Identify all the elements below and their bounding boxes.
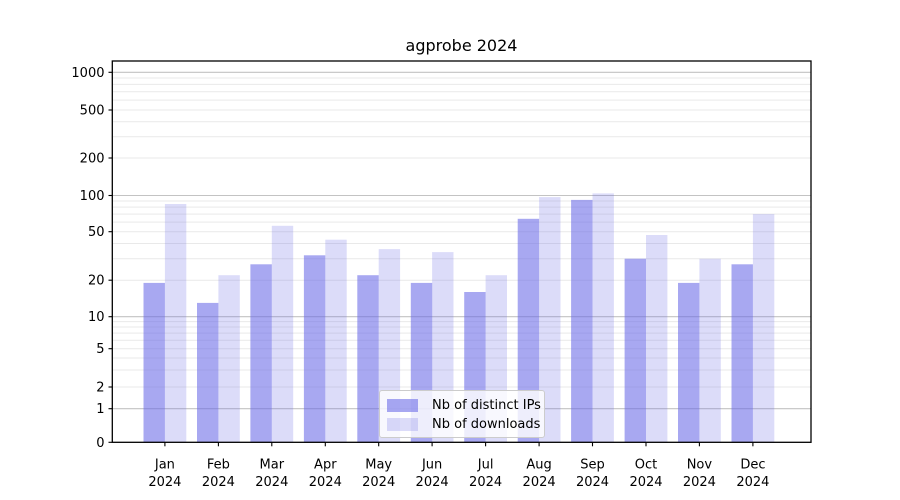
bar-distinct-ips-Nov [678, 282, 700, 443]
x-tick-label-month-May: May [365, 458, 392, 473]
bar-distinct-ips-Jan [143, 282, 165, 443]
legend: Nb of distinct IPs Nb of downloads [379, 390, 545, 438]
x-tick-label-year-Dec: 2024 [736, 475, 769, 490]
bar-downloads-Mar [271, 225, 294, 443]
bar-distinct-ips-May [357, 275, 379, 443]
x-tick-label-month-Nov: Nov [687, 458, 713, 473]
x-tick-label-year-Jul: 2024 [469, 475, 502, 490]
y-tick-label-2: 2 [96, 381, 104, 396]
x-tick-label-year-Feb: 2024 [202, 475, 235, 490]
chart-title: agprobe 2024 [405, 36, 518, 55]
y-tick-label-5: 5 [96, 342, 104, 357]
y-tick-label-100: 100 [80, 189, 105, 204]
bar-downloads-Dec [752, 214, 775, 443]
bar-downloads-Oct [646, 235, 668, 443]
bar-downloads-Sep [592, 193, 614, 443]
plot-border [111, 60, 812, 443]
bar-distinct-ips-Aug [517, 218, 540, 443]
x-tick-label-year-Sep: 2024 [576, 475, 609, 490]
y-tick-label-200: 200 [80, 152, 105, 167]
bar-distinct-ips-Sep [571, 199, 593, 443]
x-tick-label-month-Feb: Feb [207, 458, 230, 473]
bar-distinct-ips-Mar [250, 264, 272, 443]
bar-distinct-ips-Apr [303, 255, 326, 443]
bar-downloads-Apr [325, 239, 347, 443]
y-tick-label-20: 20 [88, 274, 105, 289]
x-tick-label-month-Oct: Oct [635, 458, 657, 473]
legend-label-downloads: Nb of downloads [432, 416, 541, 432]
legend-swatch-distinct-ips-icon [387, 398, 418, 412]
x-tick-label-year-Apr: 2024 [309, 475, 342, 490]
x-tick-label-month-Sep: Sep [580, 458, 605, 473]
x-tick-label-month-Apr: Apr [314, 458, 337, 473]
x-tick-label-year-Oct: 2024 [629, 475, 662, 490]
y-tick-label-1000: 1000 [71, 66, 104, 81]
bar-downloads-Jan [164, 204, 187, 443]
x-tick-label-month-Jun: Jun [421, 458, 442, 473]
x-tick-label-year-Aug: 2024 [523, 475, 556, 490]
bar-downloads-Feb [218, 275, 240, 443]
bar-distinct-ips-Dec [731, 264, 753, 443]
y-tick-label-10: 10 [88, 310, 105, 325]
legend-row-downloads: Nb of downloads [387, 415, 544, 434]
x-tick-label-month-Jan: Jan [154, 458, 175, 473]
x-tick-label-year-Jan: 2024 [148, 475, 181, 490]
x-tick-label-month-Mar: Mar [260, 458, 285, 473]
y-tick-label-500: 500 [80, 104, 105, 119]
legend-label-distinct-ips: Nb of distinct IPs [432, 397, 541, 413]
bar-downloads-Nov [699, 258, 721, 443]
bar-distinct-ips-Feb [197, 302, 219, 443]
y-tick-label-50: 50 [88, 225, 105, 240]
x-tick-label-year-May: 2024 [362, 475, 395, 490]
legend-swatch-downloads-icon [387, 417, 418, 431]
x-tick-label-year-Mar: 2024 [255, 475, 288, 490]
y-tick-label-1: 1 [96, 402, 104, 417]
x-tick-label-month-Dec: Dec [740, 458, 765, 473]
bar-downloads-Aug [539, 197, 561, 443]
x-tick-label-year-Nov: 2024 [683, 475, 716, 490]
legend-row-distinct-ips: Nb of distinct IPs [387, 396, 544, 415]
x-tick-label-year-Jun: 2024 [416, 475, 449, 490]
x-tick-label-month-Jul: Jul [477, 458, 494, 473]
bar-distinct-ips-Oct [624, 258, 646, 443]
y-tick-label-0: 0 [96, 436, 104, 451]
x-tick-label-month-Aug: Aug [526, 458, 551, 473]
